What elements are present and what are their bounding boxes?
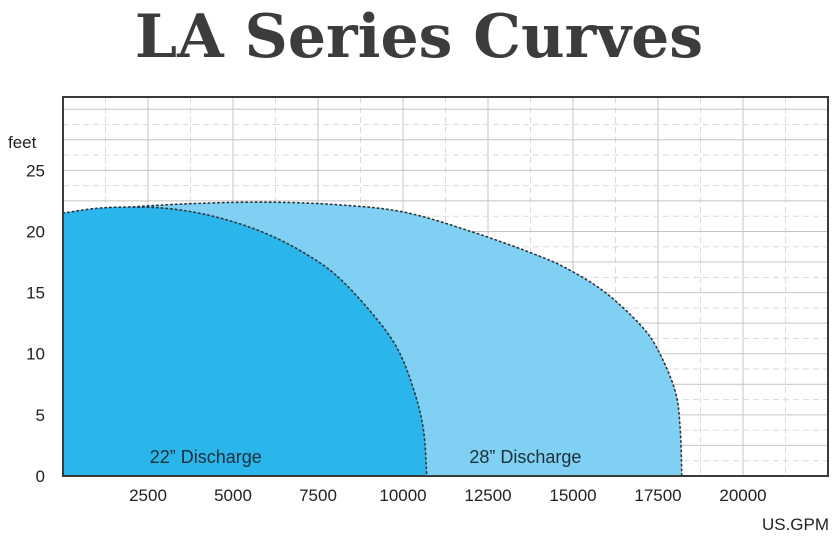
y-tick-label: 20 [26, 222, 45, 241]
y-tick-label: 15 [26, 284, 45, 303]
series-outline [62, 206, 428, 477]
series-labels: 28” Discharge 22” Discharge [150, 447, 582, 467]
y-tick-label: 10 [26, 345, 45, 364]
series-areas [62, 201, 683, 477]
plot-frame [62, 96, 829, 477]
y-tick-label: 5 [36, 406, 45, 425]
series-label: 28” Discharge [469, 447, 581, 467]
x-tick-label: 5000 [214, 486, 252, 505]
y-tick-label: 0 [36, 467, 45, 486]
x-tick-label: 15000 [549, 486, 596, 505]
series-area-22-discharge [63, 207, 427, 476]
x-tick-label: 20000 [719, 486, 766, 505]
chart-title: LA Series Curves [134, 2, 704, 72]
y-tick-label: 25 [26, 161, 45, 180]
x-tick-label: 10000 [379, 486, 426, 505]
x-tick-label: 7500 [299, 486, 337, 505]
x-tick-label: 2500 [129, 486, 167, 505]
x-tick-label: 12500 [464, 486, 511, 505]
x-axis-label: US.GPM [762, 515, 829, 534]
x-ticks: 2500 5000 7500 10000 12500 15000 17500 20000 [129, 486, 767, 505]
y-ticks: 0 5 10 15 20 25 [26, 161, 45, 486]
x-tick-label: 17500 [634, 486, 681, 505]
plot-border [62, 96, 829, 477]
series-label: 22” Discharge [150, 447, 262, 467]
y-axis-label: feet [8, 133, 37, 152]
series-outline [62, 201, 683, 477]
